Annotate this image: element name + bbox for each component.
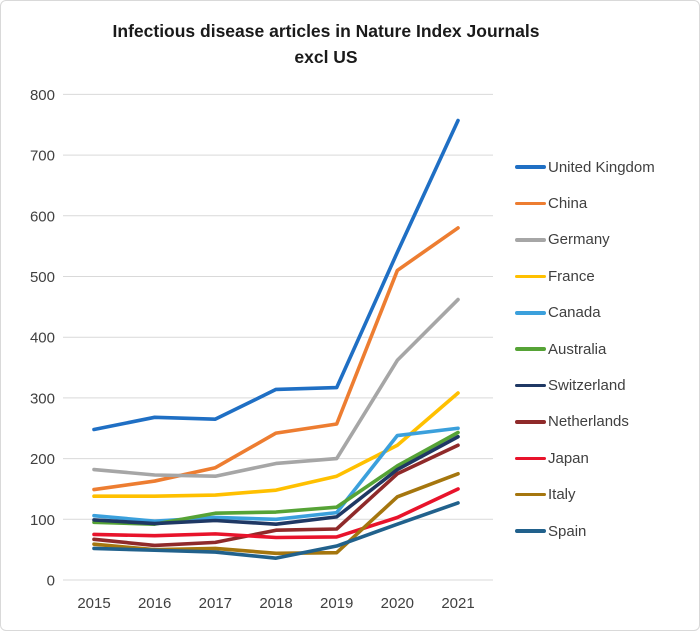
x-axis-label-2017: 2017	[199, 595, 232, 612]
series-line-netherlands	[92, 443, 460, 548]
legend-item-italy: Italy	[515, 477, 697, 513]
legend-swatch-france	[515, 274, 546, 279]
legend-swatch-china	[515, 201, 546, 206]
legend-item-australia: Australia	[515, 331, 697, 367]
legend-label-japan: Japan	[548, 449, 589, 467]
y-axis-label-100: 100	[30, 512, 55, 529]
series-line-japan	[92, 487, 460, 540]
legend-swatch-united-kingdom	[515, 165, 546, 169]
legend-swatch-spain	[515, 529, 546, 533]
legend-item-japan: Japan	[515, 440, 697, 476]
legend-item-germany: Germany	[515, 222, 697, 258]
legend-item-china: China	[515, 185, 697, 221]
chart-title-line-2: excl US	[294, 47, 358, 68]
legend-label-australia: Australia	[548, 340, 607, 358]
legend-swatch-netherlands	[515, 420, 546, 424]
legend-item-spain: Spain	[515, 513, 697, 549]
legend-item-canada: Canada	[515, 295, 697, 331]
y-axis-label-0: 0	[47, 573, 55, 590]
x-axis-label-2018: 2018	[259, 595, 292, 612]
y-axis-label-600: 600	[30, 208, 55, 225]
legend-item-france: France	[515, 258, 697, 294]
legend-swatch-switzerland	[515, 383, 546, 388]
y-axis-label-300: 300	[30, 390, 55, 407]
legend-label-france: France	[548, 267, 595, 285]
legend-label-spain: Spain	[548, 522, 587, 540]
series-line-spain	[92, 501, 460, 560]
legend-swatch-germany	[515, 238, 546, 242]
x-axis-label-2015: 2015	[77, 595, 110, 612]
legend-swatch-italy	[515, 492, 546, 497]
x-axis-label-2016: 2016	[138, 595, 171, 612]
x-axis-label-2021: 2021	[441, 595, 474, 612]
legend-label-china: China	[548, 195, 588, 213]
legend-label-netherlands: Netherlands	[548, 413, 629, 431]
chart-title: Infectious disease articles in Nature In…	[96, 18, 556, 71]
chart-title-line-1: Infectious disease articles in Nature In…	[112, 21, 540, 41]
series-line-australia	[92, 430, 460, 526]
series-line-germany	[92, 297, 460, 479]
series-line-switzerland	[92, 434, 460, 526]
legend-item-netherlands: Netherlands	[515, 404, 697, 440]
y-axis-label-200: 200	[30, 451, 55, 468]
x-axis-label-2019: 2019	[320, 595, 353, 612]
legend-item-switzerland: Switzerland	[515, 367, 697, 403]
legend-label-germany: Germany	[548, 231, 610, 249]
y-axis-label-800: 800	[30, 87, 55, 104]
series-line-united-kingdom	[92, 118, 460, 432]
legend-label-united-kingdom: United Kingdom	[548, 158, 655, 176]
legend-swatch-canada	[515, 311, 546, 315]
legend-label-canada: Canada	[548, 304, 601, 322]
legend-label-switzerland: Switzerland	[548, 377, 626, 395]
legend-swatch-japan	[515, 456, 546, 461]
y-axis-label-700: 700	[30, 148, 55, 165]
series-line-france	[92, 391, 460, 499]
legend-item-united-kingdom: United Kingdom	[515, 149, 697, 185]
legend-label-italy: Italy	[548, 486, 576, 504]
series-line-china	[92, 226, 460, 492]
legend: United Kingdom China Germany France Canada Au…	[515, 149, 697, 549]
legend-swatch-australia	[515, 347, 546, 351]
series-line-canada	[92, 426, 460, 523]
y-axis-label-400: 400	[30, 330, 55, 347]
y-axis-label-500: 500	[30, 269, 55, 286]
x-axis-label-2020: 2020	[381, 595, 414, 612]
